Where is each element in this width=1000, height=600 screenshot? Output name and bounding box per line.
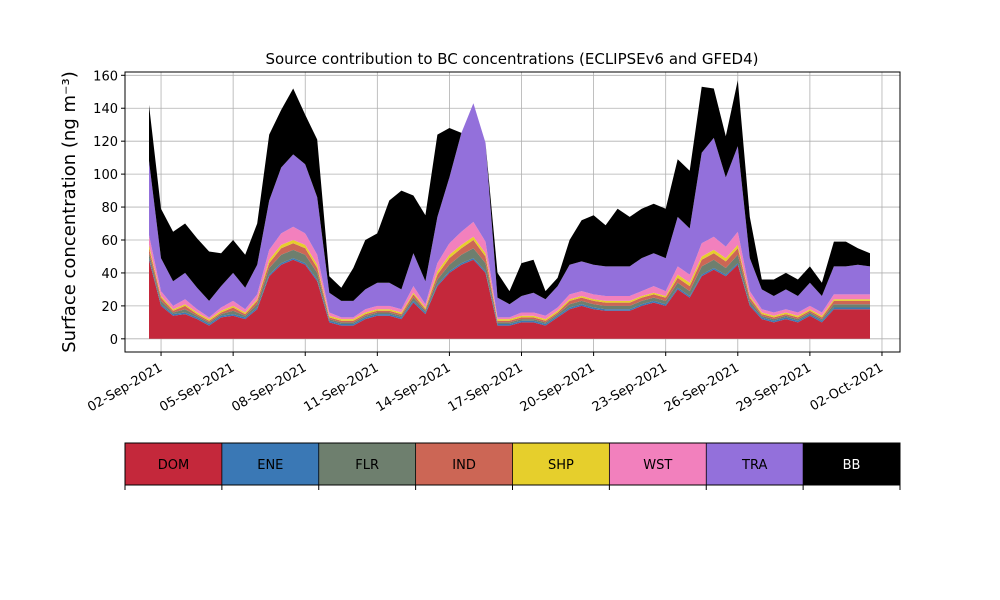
y-axis-label: Surface concentration (ng m⁻³) <box>59 71 80 353</box>
y-tick-label: 20 <box>101 300 118 315</box>
legend-swatch-wst <box>609 443 707 485</box>
legend-swatch-shp <box>512 443 610 485</box>
chart-title: Source contribution to BC concentrations… <box>265 50 758 68</box>
legend-label-dom: DOM <box>158 458 189 473</box>
legend-label-ind: IND <box>452 458 476 473</box>
y-tick-label: 60 <box>101 234 118 249</box>
series-area-shp <box>149 236 870 321</box>
legend-swatch-bb <box>803 443 900 485</box>
series-area-dom <box>149 259 870 339</box>
y-tick-label: 160 <box>93 69 118 84</box>
y-tick-label: 120 <box>93 135 118 150</box>
legend-label-ene: ENE <box>257 458 283 473</box>
legend-swatch-flr <box>318 443 416 485</box>
legend-label-wst: WST <box>643 458 672 473</box>
series-area-tra <box>149 103 870 318</box>
y-tick-label: 140 <box>93 102 118 117</box>
legend-label-flr: FLR <box>355 458 379 473</box>
y-tick-label: 0 <box>110 333 118 348</box>
series-area-wst <box>149 221 870 320</box>
legend-label-shp: SHP <box>548 458 574 473</box>
legend-swatch-ene <box>221 443 319 485</box>
area-stack <box>149 80 870 339</box>
legend: DOM ENE FLR IND SHP WST TRA BB <box>124 442 901 490</box>
y-tick-label: 80 <box>101 201 118 216</box>
legend-label-tra: TRA <box>741 458 767 473</box>
legend-swatch-ind <box>415 443 513 485</box>
y-axis: 0 20 40 60 80 100 120 140 160 <box>93 69 125 348</box>
legend-label-bb: BB <box>843 458 861 473</box>
series-area-bb <box>149 80 870 305</box>
plot-frame <box>124 71 901 353</box>
y-tick-label: 40 <box>101 267 118 282</box>
y-tick-label: 100 <box>93 168 118 183</box>
legend-swatch-tra <box>706 443 804 485</box>
legend-swatch-dom <box>125 443 222 485</box>
